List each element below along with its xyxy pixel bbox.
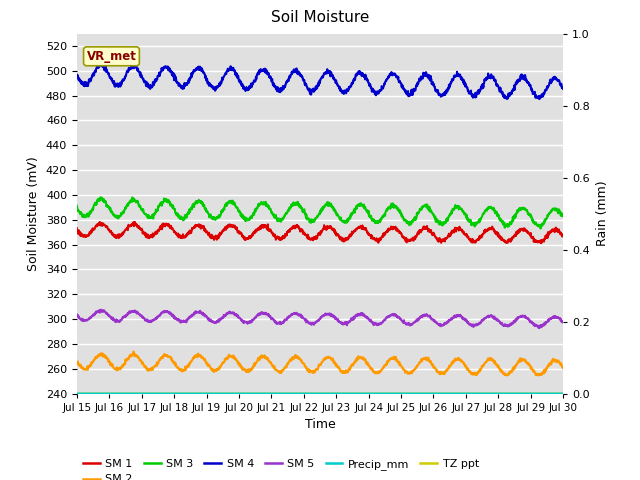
SM2 <box>502 372 509 377</box>
SM2 <box>503 372 511 378</box>
SM2 <box>170 359 177 365</box>
Precip_mm <box>559 391 567 396</box>
Precip_mm <box>170 391 177 396</box>
SM4 <box>73 72 81 77</box>
Precip_mm <box>502 391 509 396</box>
SM2 <box>236 362 244 368</box>
SM5 <box>73 312 81 318</box>
SM1 <box>537 240 545 246</box>
SM3 <box>73 203 81 208</box>
SM2 <box>130 348 138 354</box>
TZ_ppt <box>181 391 189 396</box>
SM3 <box>502 223 509 228</box>
SM3 <box>459 209 467 215</box>
TZ_ppt <box>395 391 403 396</box>
SM3 <box>170 206 177 212</box>
SM4 <box>96 60 104 66</box>
SM3 <box>559 213 567 219</box>
SM2 <box>182 364 189 370</box>
SM1 <box>170 228 177 233</box>
SM4 <box>502 94 509 100</box>
SM3 <box>537 226 545 231</box>
SM3 <box>96 194 104 200</box>
SM5 <box>396 315 403 321</box>
SM1 <box>502 239 509 244</box>
SM5 <box>182 318 189 324</box>
Line: SM2: SM2 <box>77 351 563 375</box>
SM5 <box>170 313 177 319</box>
SM1 <box>559 232 567 238</box>
Line: SM3: SM3 <box>77 197 563 228</box>
SM5 <box>459 316 467 322</box>
TZ_ppt <box>236 391 243 396</box>
SM4 <box>182 80 189 86</box>
Line: SM4: SM4 <box>77 63 563 99</box>
SM2 <box>559 365 567 371</box>
Line: SM1: SM1 <box>77 222 563 243</box>
SM4 <box>236 77 244 83</box>
Title: Soil Moisture: Soil Moisture <box>271 11 369 25</box>
SM3 <box>182 214 189 219</box>
Precip_mm <box>236 391 243 396</box>
SM4 <box>536 96 543 102</box>
SM5 <box>236 315 244 321</box>
TZ_ppt <box>502 391 509 396</box>
SM2 <box>396 359 403 365</box>
TZ_ppt <box>459 391 467 396</box>
SM4 <box>459 77 467 83</box>
TZ_ppt <box>559 391 567 396</box>
SM5 <box>502 323 509 329</box>
SM3 <box>396 207 403 213</box>
SM4 <box>559 86 567 92</box>
SM4 <box>170 70 177 76</box>
SM2 <box>459 359 467 365</box>
SM1 <box>182 234 189 240</box>
TZ_ppt <box>73 391 81 396</box>
X-axis label: Time: Time <box>305 418 335 431</box>
SM1 <box>96 219 104 225</box>
Precip_mm <box>395 391 403 396</box>
Precip_mm <box>459 391 467 396</box>
SM1 <box>459 228 467 234</box>
Precip_mm <box>181 391 189 396</box>
Y-axis label: Rain (mm): Rain (mm) <box>596 181 609 246</box>
SM2 <box>73 359 81 364</box>
TZ_ppt <box>170 391 177 396</box>
Text: VR_met: VR_met <box>86 50 136 63</box>
Precip_mm <box>73 391 81 396</box>
SM1 <box>73 225 81 231</box>
SM4 <box>396 78 403 84</box>
SM5 <box>97 307 105 312</box>
SM1 <box>396 230 403 236</box>
SM5 <box>535 325 543 331</box>
SM5 <box>559 320 567 325</box>
Y-axis label: Soil Moisture (mV): Soil Moisture (mV) <box>28 156 40 271</box>
Legend: SM 1, SM 2, SM 3, SM 4, SM 5, Precip_mm, TZ ppt: SM 1, SM 2, SM 3, SM 4, SM 5, Precip_mm,… <box>79 455 483 480</box>
SM1 <box>236 231 244 237</box>
SM3 <box>236 209 244 215</box>
Line: SM5: SM5 <box>77 310 563 328</box>
